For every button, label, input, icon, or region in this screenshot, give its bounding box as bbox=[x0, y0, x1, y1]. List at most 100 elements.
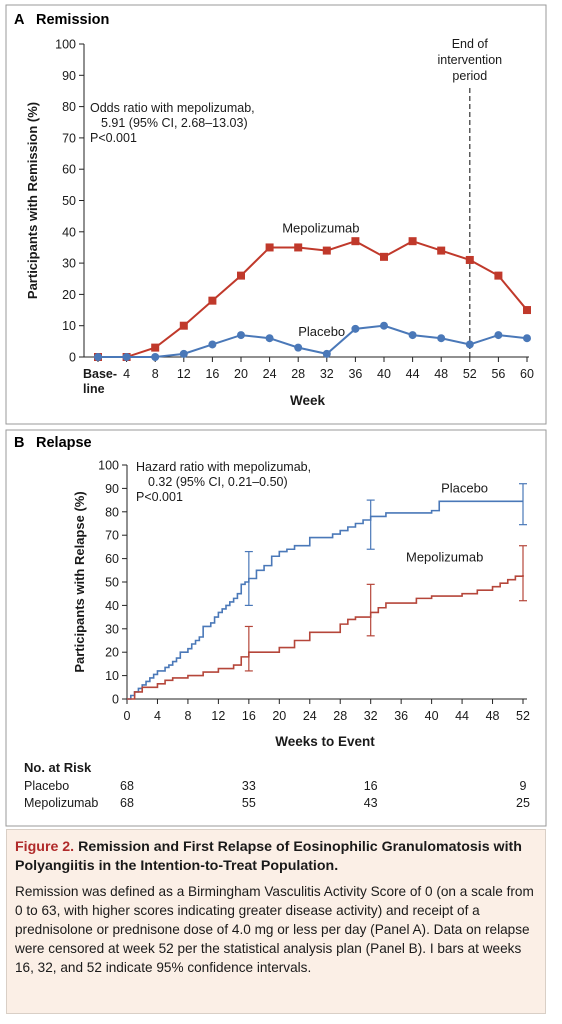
panel-b-x-tick-label: 44 bbox=[455, 709, 469, 723]
panel-b-series-label-mepolizumab: Mepolizumab bbox=[406, 549, 483, 564]
panel-b-error-bar-mepolizumab bbox=[244, 625, 253, 672]
panel-a-y-tick-label: 30 bbox=[62, 257, 76, 271]
at-risk-row-label: Placebo bbox=[24, 779, 69, 793]
panel-a-point-placebo bbox=[208, 340, 217, 349]
caption-body: Remission was defined as a Birmingham Va… bbox=[15, 884, 534, 975]
panel-a-point-placebo bbox=[494, 331, 503, 340]
panel-a-point-placebo bbox=[465, 340, 474, 349]
panel-b-y-tick-label: 30 bbox=[105, 622, 119, 636]
at-risk-value: 9 bbox=[520, 779, 527, 793]
panel-a-point-mepolizumab bbox=[265, 243, 274, 252]
panel-a-x-tick-label: 28 bbox=[291, 367, 305, 381]
panel-a-point-mepolizumab bbox=[437, 246, 446, 255]
panel-a-letter: A bbox=[14, 12, 25, 28]
panel-a-point-placebo bbox=[151, 353, 160, 361]
panel-a-x-tick-label: 48 bbox=[434, 367, 448, 381]
panel-a-y-tick-label: 50 bbox=[62, 194, 76, 208]
panel-a-point-placebo bbox=[122, 353, 131, 361]
panel-a-x-tick-label: 32 bbox=[320, 367, 334, 381]
panel-b-y-tick-label: 80 bbox=[105, 505, 119, 519]
panel-b-y-tick-label: 10 bbox=[105, 669, 119, 683]
panel-a-point-placebo bbox=[408, 331, 417, 340]
panel-b-x-tick-label: 48 bbox=[486, 709, 500, 723]
at-risk-value: 55 bbox=[242, 796, 256, 810]
at-risk-value: 68 bbox=[120, 779, 134, 793]
panel-a-y-tick-label: 40 bbox=[62, 225, 76, 239]
panel-b-error-bar-placebo bbox=[244, 550, 253, 607]
panel-a-point-placebo bbox=[322, 349, 331, 358]
at-risk-table: No. at Risk Placebo 68 33 16 9 Mepolizumab 68 55… bbox=[24, 760, 530, 810]
panel-a-point-mepolizumab bbox=[322, 246, 331, 255]
panel-b-frame bbox=[5, 429, 547, 827]
panel-a-y-tick-label: 20 bbox=[62, 288, 76, 302]
panel-a-point-mepolizumab bbox=[151, 343, 160, 352]
panel-b-y-tick-label: 0 bbox=[112, 693, 119, 707]
panel-a-point-mepolizumab bbox=[351, 237, 360, 246]
panel-b-y-tick-label: 100 bbox=[98, 459, 119, 473]
panel-b-x-tick-label: 20 bbox=[272, 709, 286, 723]
at-risk-value: 25 bbox=[516, 796, 530, 810]
panel-a-x-tick-label: Base- bbox=[83, 367, 117, 381]
panel-b-error-bar-placebo bbox=[519, 483, 527, 526]
panel-b-error-bar-mepolizumab bbox=[519, 545, 527, 602]
panel-b-series-line-placebo bbox=[127, 500, 523, 700]
panel-b-x-tick-label: 0 bbox=[124, 709, 131, 723]
panel-a-x-tick-label: 44 bbox=[406, 367, 420, 381]
panel-b-error-bar-mepolizumab bbox=[366, 583, 375, 637]
at-risk-value: 68 bbox=[120, 796, 134, 810]
figure-caption: Figure 2. Remission and First Relapse of… bbox=[6, 829, 546, 1014]
panel-a-series-label-placebo: Placebo bbox=[298, 324, 345, 339]
panel-a-x-tick-label: 4 bbox=[123, 367, 130, 381]
at-risk-title: No. at Risk bbox=[24, 760, 92, 775]
caption-heading: Figure 2. Remission and First Relapse of… bbox=[15, 838, 537, 876]
panel-b-series-label-placebo: Placebo bbox=[441, 480, 488, 495]
panel-a-point-mepolizumab bbox=[237, 271, 245, 280]
panel-b-x-axis-label: Weeks to Event bbox=[275, 734, 375, 749]
panel-b-title: Relapse bbox=[36, 435, 92, 451]
panel-b-x-tick-label: 24 bbox=[303, 709, 317, 723]
panel-a-x-tick-label: 56 bbox=[491, 367, 505, 381]
panel-a-y-tick-label: 0 bbox=[69, 351, 76, 365]
panel-b-series-line-mepolizumab bbox=[127, 574, 524, 700]
panel-a-x-tick-label: 36 bbox=[348, 367, 362, 381]
panel-a-x-tick-label: 20 bbox=[234, 367, 248, 381]
panel-b-x-tick-label: 4 bbox=[154, 709, 161, 723]
panel-a-point-placebo bbox=[179, 349, 188, 358]
panel-a-point-mepolizumab bbox=[408, 237, 417, 246]
panel-a-x-tick-label: 24 bbox=[263, 367, 277, 381]
panel-a-x-tick-label: 52 bbox=[463, 367, 477, 381]
panel-a-point-placebo bbox=[94, 353, 102, 361]
panel-a-end-of-intervention-label: End of bbox=[452, 37, 489, 51]
panel-b-x-tick-label: 12 bbox=[211, 709, 225, 723]
panel-b-error-bar-placebo bbox=[366, 499, 375, 550]
panel-a-point-mepolizumab bbox=[465, 255, 474, 264]
panel-a-point-placebo bbox=[237, 331, 245, 340]
panel-b-y-tick-label: 90 bbox=[105, 482, 119, 496]
panel-b-x-tick-label: 32 bbox=[364, 709, 378, 723]
panel-b-x-tick-label: 36 bbox=[394, 709, 408, 723]
panel-a-point-mepolizumab bbox=[523, 306, 531, 315]
panel-b-hazard-ratio-annotation: 0.32 (95% CI, 0.21–0.50) bbox=[148, 475, 288, 489]
panel-a-x-tick-label: 12 bbox=[177, 367, 191, 381]
panel-a-x-tick-label: 40 bbox=[377, 367, 391, 381]
panel-a-point-mepolizumab bbox=[380, 252, 388, 261]
at-risk-value: 16 bbox=[364, 779, 378, 793]
panel-b-x-tick-label: 40 bbox=[425, 709, 439, 723]
panel-a-point-mepolizumab bbox=[494, 271, 503, 280]
panel-a-point-mepolizumab bbox=[294, 243, 303, 252]
panel-a-x-tick-label: 16 bbox=[205, 367, 219, 381]
panel-b-hazard-ratio-annotation: Hazard ratio with mepolizumab, bbox=[136, 460, 311, 474]
panel-a-series-line-mepolizumab bbox=[98, 240, 528, 358]
panel-a-point-placebo bbox=[437, 334, 446, 343]
panel-b-y-tick-label: 40 bbox=[105, 599, 119, 613]
panel-b-x-tick-label: 52 bbox=[516, 709, 530, 723]
panel-a-point-placebo bbox=[380, 321, 388, 330]
panel-a-end-of-intervention-label: period bbox=[452, 69, 487, 83]
panel-b-y-tick-label: 70 bbox=[105, 529, 119, 543]
at-risk-value: 33 bbox=[242, 779, 256, 793]
at-risk-row-label: Mepolizumab bbox=[24, 796, 98, 810]
panel-a-point-placebo bbox=[294, 343, 303, 352]
panel-b-y-tick-label: 60 bbox=[105, 552, 119, 566]
